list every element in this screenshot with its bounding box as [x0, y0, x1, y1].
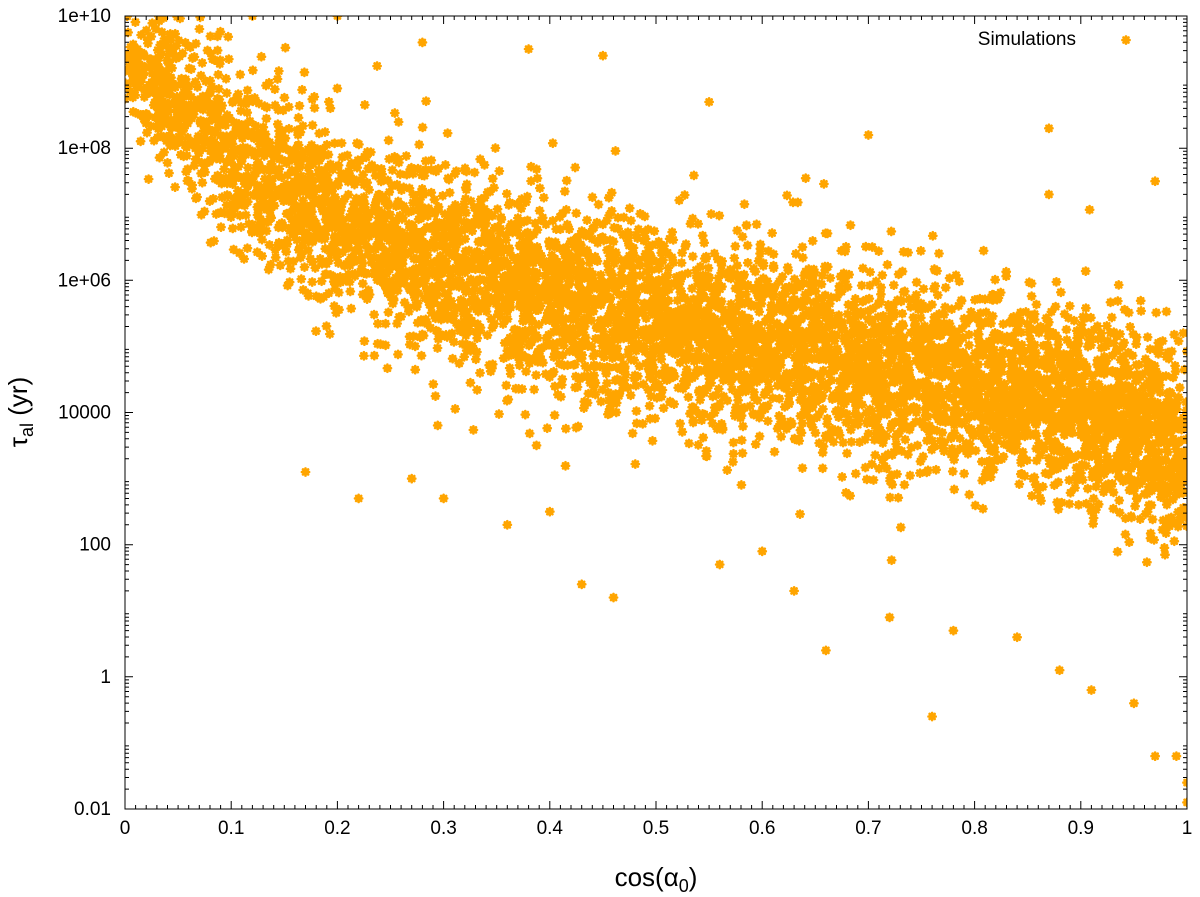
legend-marker-simulations — [1122, 36, 1129, 43]
x-tick-label: 0.7 — [855, 818, 881, 839]
y-tick-label: 10000 — [58, 403, 111, 424]
legend-marker-symbol — [1122, 36, 1129, 43]
x-tick-label: 0.9 — [1068, 818, 1094, 839]
legend-label-simulations: Simulations — [978, 29, 1076, 50]
y-tick-label: 1 — [100, 667, 111, 688]
x-tick-label: 0.2 — [324, 818, 350, 839]
legend: Simulations — [978, 29, 1130, 50]
x-tick-label: 0.4 — [537, 818, 564, 839]
x-tick-label: 0.8 — [961, 818, 987, 839]
x-tick-label: 0.6 — [749, 818, 775, 839]
y-tick-label: 1e+10 — [58, 6, 111, 27]
x-tick-label: 0.3 — [430, 818, 456, 839]
y-tick-label: 0.01 — [74, 799, 111, 820]
scatter-points — [122, 12, 1191, 806]
x-tick-label: 1 — [1182, 818, 1193, 839]
x-axis-title-close: ) — [689, 862, 698, 892]
y-tick-label: 1e+06 — [58, 270, 111, 291]
x-axis-title: cos(α0) — [615, 862, 698, 896]
series-simulations-points — [122, 12, 1191, 806]
x-axis-title-base: cos( — [615, 862, 664, 892]
x-tick-label: 0.1 — [218, 818, 244, 839]
y-axis-title-sub: al — [17, 423, 37, 437]
y-axis-title-rest: (yr) — [3, 377, 33, 423]
x-tick-label: 0 — [120, 818, 131, 839]
y-tick-label: 1e+08 — [58, 138, 111, 159]
x-axis-title-symbol: α — [664, 862, 679, 892]
x-axis-title-sub: 0 — [679, 876, 689, 896]
y-tick-label: 100 — [79, 535, 111, 556]
y-axis-title: τal (yr) — [3, 377, 37, 448]
x-tick-label: 0.5 — [643, 818, 669, 839]
